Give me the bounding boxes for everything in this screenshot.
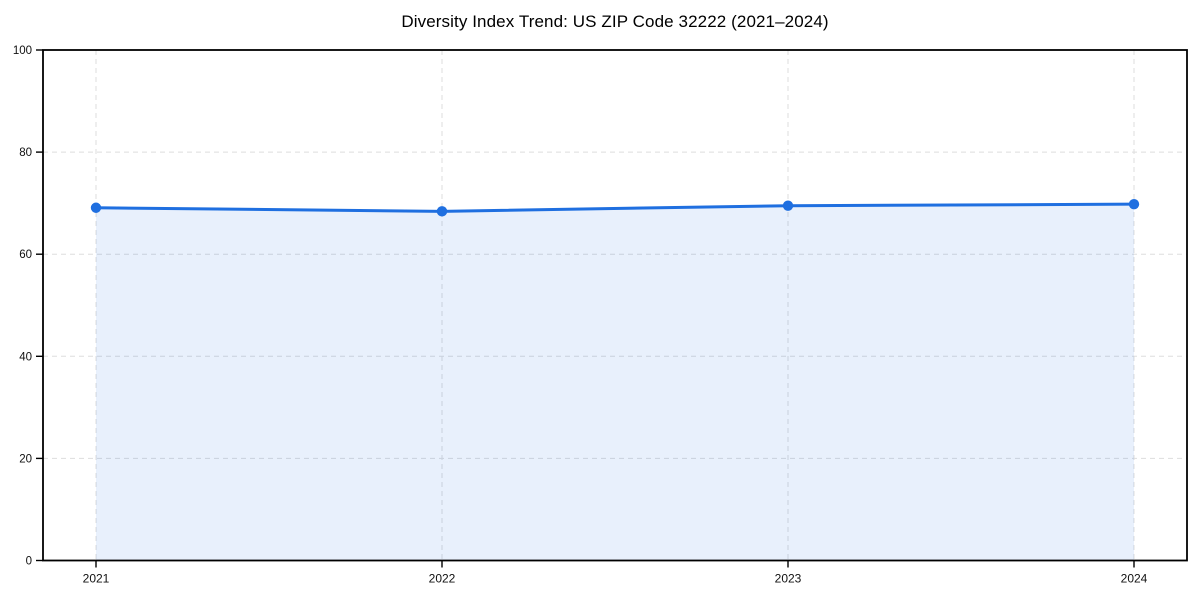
y-tick-label-80: 80 [19, 147, 32, 159]
series-area-fill [96, 204, 1134, 561]
plot-spines [42, 49, 1188, 562]
data-point-2024 [1128, 198, 1140, 210]
y-tick-label-0: 0 [26, 556, 32, 568]
y-tick-label-60: 60 [19, 249, 32, 261]
y-tick-label-100: 100 [13, 45, 32, 57]
data-point-2022 [436, 206, 448, 217]
x-tick-label-2022: 2022 [429, 572, 456, 586]
y-tick-label-40: 40 [19, 351, 32, 363]
y-tick-label-20: 20 [19, 453, 32, 465]
x-tick-label-2023: 2023 [775, 572, 802, 586]
data-point-2021 [90, 202, 102, 213]
data-point-2023 [782, 200, 794, 211]
chart-title: Diversity Index Trend: US ZIP Code 32222… [401, 12, 829, 31]
x-tick-label-2021: 2021 [83, 572, 110, 586]
series-line [94, 202, 1136, 213]
x-tick-label-2024: 2024 [1121, 572, 1148, 586]
